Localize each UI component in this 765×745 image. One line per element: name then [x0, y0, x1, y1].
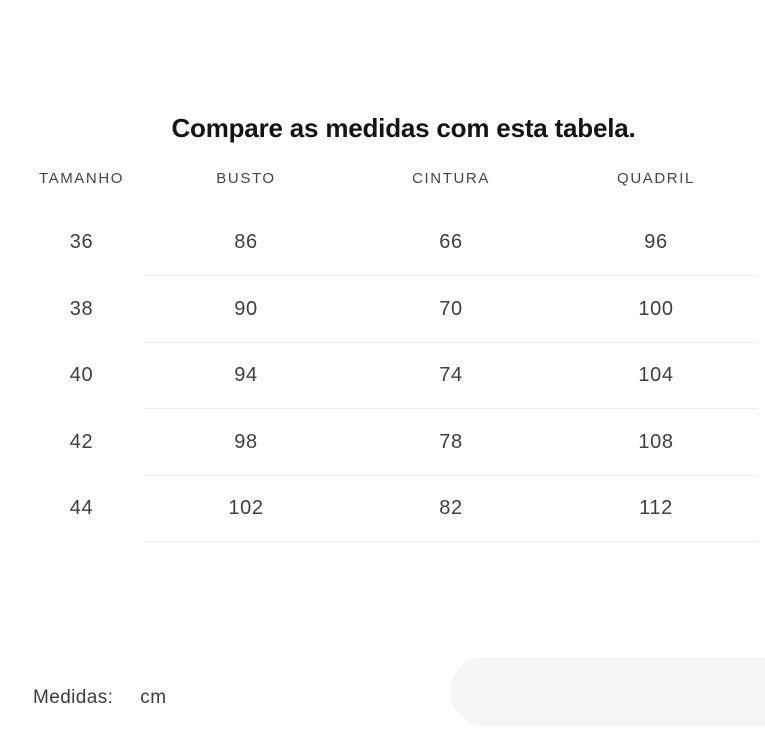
table-cell: 44	[69, 497, 94, 520]
table-cell: 102	[228, 497, 264, 520]
size-table-body: 36 86 66 96 38 90 70 100 40 94 74 104 42 98 78 108 44 102…	[0, 210, 759, 543]
column-header-tamanho: TAMANHO	[38, 170, 125, 187]
table-cell: 36	[69, 231, 94, 254]
table-cell: 70	[439, 297, 463, 320]
table-row: 36 86 66 96	[0, 210, 759, 277]
table-cell: 82	[439, 497, 463, 520]
table-row: 38 90 70 100	[0, 276, 759, 343]
measurement-unit-value: cm	[140, 687, 167, 708]
table-cell: 104	[638, 364, 674, 387]
table-cell: 98	[234, 430, 258, 453]
table-cell: 108	[638, 430, 674, 453]
column-header-quadril: QUADRIL	[617, 170, 695, 187]
table-row: 44 102 82 112	[0, 476, 759, 543]
table-cell: 66	[439, 231, 463, 254]
table-row: 40 94 74 104	[0, 343, 759, 410]
table-cell: 94	[234, 364, 258, 387]
table-cell: 90	[234, 297, 258, 320]
table-cell: 42	[69, 430, 94, 453]
table-cell: 40	[69, 364, 94, 387]
placeholder-pill	[450, 657, 765, 726]
column-header-busto: BUSTO	[216, 170, 276, 187]
table-cell: 86	[234, 231, 258, 254]
table-cell: 78	[439, 430, 463, 453]
size-table: TAMANHO BUSTO CINTURA QUADRIL 36 86 66 96 38 90 7…	[0, 166, 759, 543]
page-title: Compare as medidas com esta tabela.	[171, 113, 636, 143]
measurement-unit-note: Medidas: cm	[33, 687, 166, 709]
table-row: 42 98 78 108	[0, 409, 759, 476]
table-cell: 96	[644, 231, 668, 254]
table-cell: 74	[439, 364, 463, 387]
size-table-header-row: TAMANHO BUSTO CINTURA QUADRIL	[0, 166, 739, 192]
table-cell: 112	[639, 497, 673, 520]
table-cell: 38	[69, 297, 94, 320]
column-header-cintura: CINTURA	[412, 170, 490, 187]
measurement-unit-label: Medidas:	[33, 687, 114, 708]
table-cell: 100	[638, 297, 674, 320]
